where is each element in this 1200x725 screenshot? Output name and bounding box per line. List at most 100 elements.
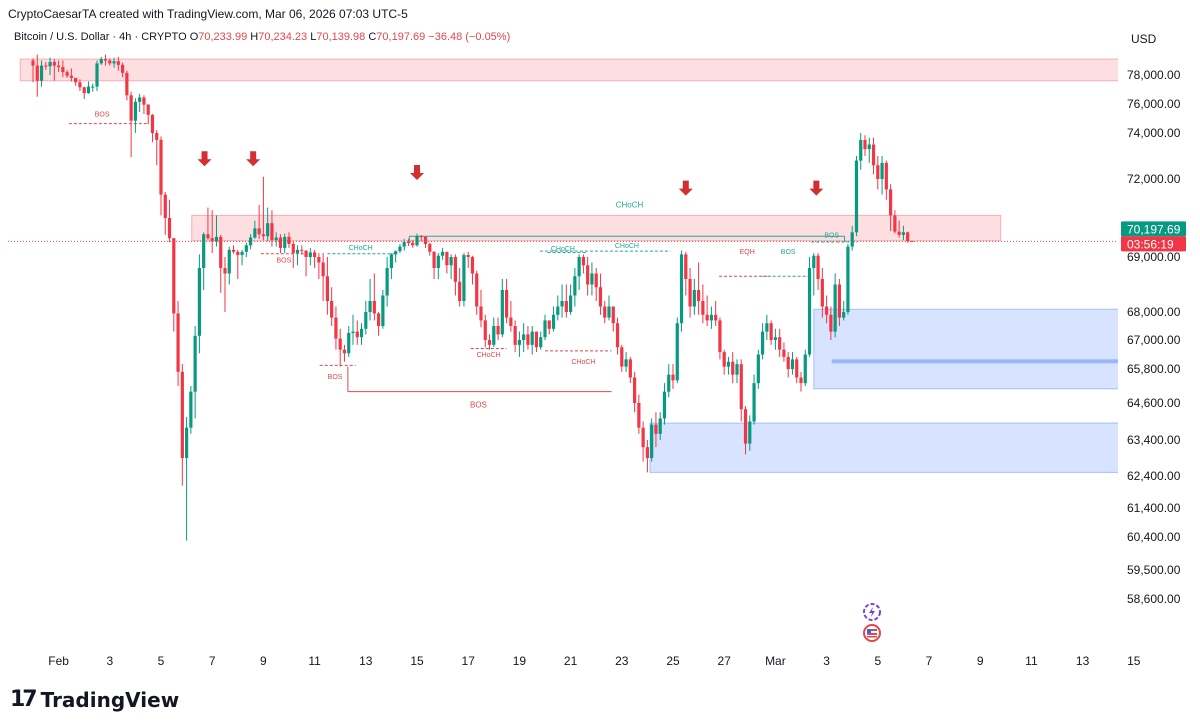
candle-body [351, 331, 355, 333]
candle-body [172, 238, 176, 314]
candle-body [901, 232, 905, 235]
candle-body [534, 331, 539, 348]
candle-body [603, 306, 607, 318]
candle-body [517, 340, 521, 345]
candle-body [108, 60, 112, 64]
candle-body [300, 249, 304, 251]
candle-body [202, 234, 206, 268]
candle-body [449, 257, 453, 266]
candle-body [483, 320, 487, 340]
candle-body [116, 61, 120, 65]
candle-body [466, 255, 470, 257]
annotation-label-bos: BOS [328, 374, 343, 381]
candle-body [368, 301, 372, 312]
close-value: 70,197.69 [376, 31, 425, 43]
candle-body [359, 328, 364, 338]
annotation-label-bos: BOS [781, 249, 796, 256]
candle-body [897, 231, 901, 235]
candle-body [270, 223, 274, 241]
candle-body [436, 255, 440, 268]
candle-body [52, 61, 56, 66]
candle-body [78, 82, 82, 88]
price-tick-label: 61,400.00 [1127, 501, 1181, 515]
price-tick-label: 72,000.00 [1127, 172, 1181, 186]
candle-body [684, 254, 688, 279]
time-tick-label: 21 [564, 654, 578, 668]
lightning-icon[interactable] [863, 603, 881, 621]
candle-body [884, 162, 888, 190]
candle-body [197, 268, 201, 336]
candle-body [654, 424, 658, 434]
candle-body [227, 249, 231, 274]
candle-body [381, 295, 385, 326]
candle-body [189, 391, 193, 428]
candle-body [871, 144, 876, 166]
us-flag-icon[interactable] [863, 624, 881, 642]
candle-body [244, 245, 248, 252]
time-tick-label: 17 [462, 654, 476, 668]
price-tick-label: 76,000.00 [1127, 97, 1181, 111]
candle-body [556, 306, 560, 315]
candle-body [543, 320, 547, 338]
time-tick-label: 15 [410, 654, 424, 668]
time-tick-label: 5 [874, 654, 881, 668]
candle-body [103, 59, 108, 61]
candle-body [709, 314, 713, 321]
candle-body [547, 320, 551, 329]
candle-body [82, 87, 86, 94]
candle-body [607, 306, 611, 318]
candle-body [688, 279, 692, 307]
candle-body [308, 252, 312, 257]
candle-body [590, 273, 594, 285]
time-tick-label: 7 [926, 654, 933, 668]
candle-body [411, 242, 415, 246]
candle-body [795, 359, 799, 378]
candle-body [138, 97, 142, 102]
price-tick-label: 64,600.00 [1127, 396, 1181, 410]
candle-body [748, 421, 752, 444]
candle-body [726, 361, 731, 367]
current-price-label: 70,197.69 [1127, 222, 1181, 236]
candle-body [645, 447, 649, 458]
candle-body [419, 236, 423, 238]
candle-body [470, 257, 475, 274]
candle-body [500, 290, 504, 335]
annotation-label-bos: BOS [824, 233, 839, 240]
price-tick-label: 58,600.00 [1127, 592, 1181, 606]
candle-body [487, 340, 492, 345]
candle-body [773, 337, 777, 340]
price-chart[interactable]: BOS BOS BOS BOS CHoCH CHoCH CHoCH CHoCH CHoCH CHo… [0, 25, 1200, 683]
candle-body [701, 301, 705, 315]
candle-body [428, 244, 432, 252]
candle-body [752, 383, 756, 422]
candle-body [274, 237, 278, 241]
candle-body [223, 268, 227, 274]
symbol-name: Bitcoin / U.S. Dollar [14, 31, 110, 43]
candle-body [236, 251, 240, 256]
candle-body [692, 290, 696, 307]
candle-body [658, 418, 662, 434]
current-price-tag: 70,197.69 03:56:19 [1121, 221, 1186, 252]
open-value: 70,233.99 [198, 31, 247, 43]
candle-body [581, 257, 585, 266]
candle-body [615, 323, 620, 348]
close-label: C [368, 31, 376, 43]
time-axis[interactable]: Feb 3 5 7 9 11 13 15 17 19 21 23 25 27 Mar 3 5 7 9 11 13 15 [48, 654, 1141, 668]
candle-body [718, 320, 722, 353]
candle-body [317, 257, 321, 263]
low-value: 70,139.98 [316, 31, 365, 43]
candle-body [633, 377, 637, 403]
candle-body [671, 374, 675, 381]
tradingview-logo[interactable]: 17 TradingView [10, 687, 179, 712]
candle-body [825, 306, 829, 315]
price-tick-label: 67,000.00 [1127, 333, 1181, 347]
candle-body [167, 218, 172, 239]
candle-body [530, 331, 534, 345]
tradingview-wordmark: TradingView [40, 687, 180, 712]
candle-body [74, 77, 78, 83]
candle-body [526, 334, 530, 345]
price-axis[interactable]: 78,000.0076,000.0074,000.0072,000.0071,0… [1127, 68, 1181, 606]
annotation-label-choch: CHoCH [551, 246, 575, 253]
candle-body [611, 306, 615, 324]
candle-body [176, 313, 180, 372]
